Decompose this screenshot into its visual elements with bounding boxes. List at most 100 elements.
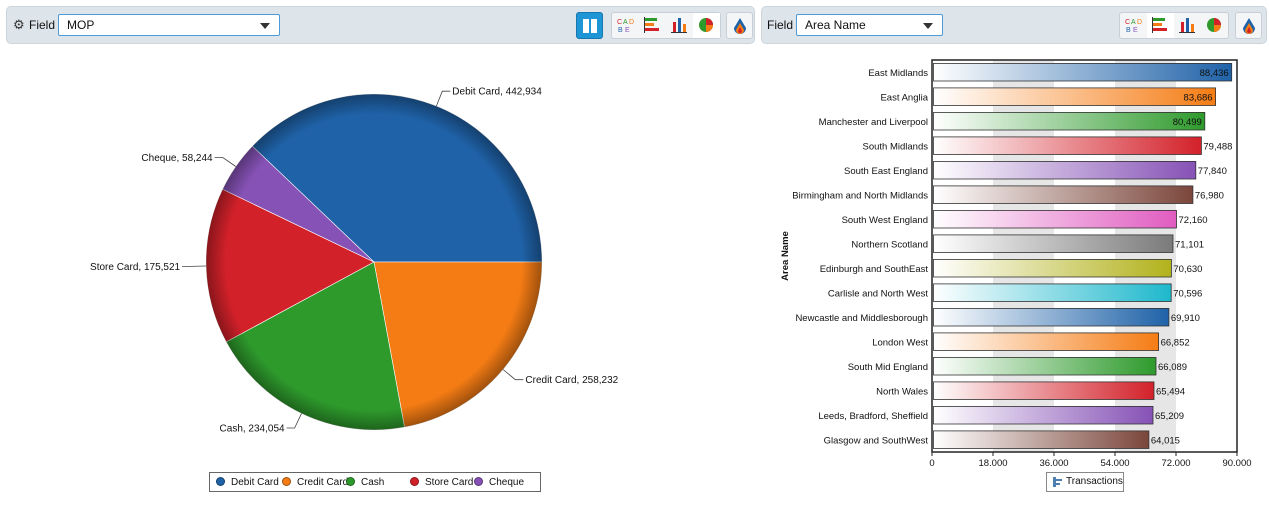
- category-label: South East England: [844, 166, 928, 177]
- field-select[interactable]: MOP: [58, 14, 280, 36]
- color-palette-icon: [734, 18, 746, 34]
- category-label: North Wales: [876, 386, 928, 397]
- color-palette-button[interactable]: [726, 12, 753, 39]
- bar-chart-icon: [644, 17, 659, 33]
- svg-text:C: C: [617, 19, 622, 26]
- bar-value-label: 65,494: [1156, 386, 1185, 397]
- bar-value-label: 65,209: [1155, 411, 1184, 422]
- bar-value-label: 76,980: [1195, 190, 1224, 201]
- bar-chart-icon: [1152, 17, 1167, 33]
- column-chart-button[interactable]: [1174, 13, 1201, 38]
- bar-london-west[interactable]: [933, 332, 1160, 351]
- category-label: Birmingham and North Midlands: [792, 190, 928, 201]
- category-label: South Mid England: [848, 362, 928, 373]
- bar-value-label: 83,686: [1184, 92, 1213, 103]
- category-label: Edinburgh and SouthEast: [820, 264, 929, 275]
- pie-data-label: Cash, 234,054: [220, 424, 285, 435]
- bar-south-midlands[interactable]: [933, 136, 1202, 155]
- legend-label: Debit Card: [231, 477, 279, 488]
- legend-label: Cash: [361, 477, 385, 488]
- pie-data-label: Debit Card, 442,934: [452, 87, 542, 98]
- field-label: Field: [767, 18, 794, 32]
- split-view-icon: [583, 19, 597, 33]
- legend-label: Cheque: [489, 477, 525, 488]
- legend-label: Store Card: [425, 477, 474, 488]
- bar-value-label: 70,596: [1173, 288, 1202, 299]
- svg-text:B: B: [1126, 27, 1131, 34]
- bar-south-west-england[interactable]: [933, 209, 1177, 229]
- legend-swatch: [216, 477, 225, 486]
- pie-label-connector: [436, 90, 451, 107]
- bar-value-label: 69,910: [1171, 313, 1200, 324]
- chevron-down-icon: [260, 23, 270, 29]
- legend-item-store-card[interactable]: Store Card: [410, 476, 473, 490]
- legend-item-cheque[interactable]: Cheque: [474, 476, 524, 490]
- bar-south-mid-england[interactable]: [933, 356, 1157, 376]
- svg-text:E: E: [1133, 27, 1138, 34]
- bar-east-midlands[interactable]: [933, 62, 1233, 82]
- pie-chart: Debit Card, 442,934 Credit Card, 258,232 C…: [90, 87, 619, 435]
- field-select[interactable]: Area Name: [796, 14, 943, 36]
- field-label: Field: [29, 18, 56, 32]
- bar-value-label: 79,488: [1203, 141, 1232, 152]
- bar-legend: Transactions: [1046, 472, 1124, 492]
- bar-value-label: 64,015: [1151, 435, 1180, 446]
- chevron-down-icon: [923, 23, 933, 29]
- field-select-value: Area Name: [805, 18, 866, 32]
- bar-birmingham-and-north-midlands[interactable]: [933, 185, 1194, 204]
- column-chart-button[interactable]: [666, 13, 693, 38]
- bar-north-wales[interactable]: [933, 381, 1155, 400]
- pie-data-label: Cheque, 58,244: [141, 153, 213, 164]
- svg-text:A: A: [1131, 19, 1136, 26]
- svg-text:B: B: [618, 27, 623, 34]
- bar-glasgow-and-southwest[interactable]: [933, 430, 1150, 449]
- category-label: South Midlands: [863, 141, 929, 152]
- bar-legend-label: Transactions: [1066, 476, 1123, 487]
- legend-item-credit-card[interactable]: Credit Card: [282, 476, 348, 490]
- split-view-button[interactable]: [576, 12, 603, 39]
- category-label: Manchester and Liverpool: [819, 117, 928, 128]
- pie-data-label: Store Card, 175,521: [90, 262, 180, 273]
- bar-chart-button[interactable]: [639, 13, 666, 38]
- category-label: Leeds, Bradford, Sheffield: [818, 411, 928, 422]
- legend-swatch: [474, 477, 483, 486]
- bar-manchester-and-liverpool[interactable]: [933, 112, 1206, 131]
- svg-text:A: A: [623, 19, 628, 26]
- legend-item-cash[interactable]: Cash: [346, 476, 384, 490]
- bar-value-label: 71,101: [1175, 239, 1204, 250]
- color-palette-button[interactable]: [1235, 12, 1262, 39]
- gear-icon[interactable]: ⚙: [13, 17, 25, 32]
- bar-value-label: 88,436: [1200, 68, 1229, 79]
- plot-frame: [931, 59, 1238, 453]
- bar-chart: East Midlands 88,436 East Anglia 83,686 Manc…: [780, 59, 1252, 466]
- bar-value-label: 77,840: [1198, 166, 1227, 177]
- category-label: East Midlands: [868, 68, 928, 79]
- x-tick-label: 18,000: [978, 458, 1007, 466]
- svg-text:C: C: [1125, 19, 1130, 26]
- bar-northern-scotland[interactable]: [933, 234, 1174, 253]
- x-tick-label: 54,000: [1100, 458, 1129, 466]
- bar-south-east-england[interactable]: [933, 161, 1197, 180]
- legend-label: Credit Card: [297, 477, 349, 488]
- bar-newcastle-and-middlesborough[interactable]: [933, 307, 1170, 327]
- bar-value-label: 70,630: [1173, 264, 1202, 275]
- pie-chart-button[interactable]: [1201, 13, 1228, 38]
- bar-leeds-bradford-sheffield[interactable]: [933, 405, 1154, 425]
- pie-chart-button[interactable]: [693, 13, 720, 38]
- category-label: Northern Scotland: [851, 239, 928, 250]
- bar-value-label: 66,089: [1158, 362, 1187, 373]
- legend-item-debit-card[interactable]: Debit Card: [216, 476, 279, 490]
- bar-east-anglia[interactable]: [933, 87, 1217, 106]
- bar-chart-button[interactable]: [1147, 13, 1174, 38]
- bar-value-label: 66,852: [1161, 337, 1190, 348]
- category-label: Carlisle and North West: [828, 288, 929, 299]
- svg-text:E: E: [625, 27, 630, 34]
- bar-carlisle-and-north-west[interactable]: [933, 283, 1172, 302]
- x-tick-label: 36,000: [1039, 458, 1068, 466]
- x-tick-label: 90,000: [1222, 458, 1251, 466]
- bar-edinburgh-and-southeast[interactable]: [933, 258, 1172, 278]
